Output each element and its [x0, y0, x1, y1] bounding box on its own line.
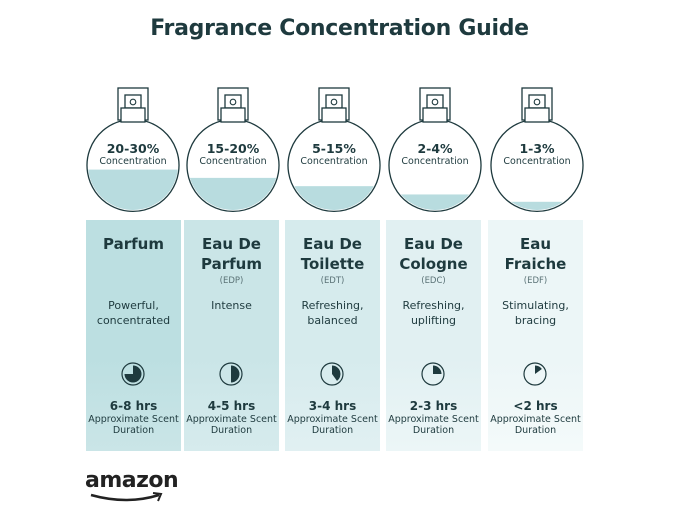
duration-hours: 6-8 hrs [109, 399, 158, 413]
concentration-label: Concentration [503, 156, 571, 167]
bottle-icon [490, 87, 584, 212]
fragrance-name: Eau De Cologne [399, 235, 468, 273]
fragrance-description: Refreshing, balanced [301, 299, 364, 327]
fragrance-abbr: (EDF) [523, 276, 548, 286]
clock-icon [523, 362, 547, 386]
clock-icon [320, 362, 344, 386]
concentration-label: Concentration [300, 156, 368, 167]
bottle-icon [287, 87, 381, 212]
clock-icon [421, 362, 445, 386]
fragrance-column: Parfum Powerful, concentrated 6-8 hrs Ap… [86, 220, 181, 451]
fragrance-description: Refreshing, uplifting [402, 299, 465, 327]
duration-label: Approximate Scent Duration [287, 414, 378, 436]
fragrance-column: Eau De Cologne (EDC) Refreshing, uplifti… [386, 220, 481, 451]
fragrance-column: Eau De Parfum (EDP) Intense 4-5 hrs Appr… [184, 220, 279, 451]
amazon-logo: amazon [85, 468, 179, 502]
fragrance-description: Powerful, concentrated [96, 299, 171, 327]
bottle: 2-4% Concentration [385, 84, 485, 216]
bottle-icon [388, 87, 482, 212]
liquid-level [289, 186, 379, 210]
bottle: 1-3% Concentration [487, 84, 587, 216]
concentration-percent: 15-20% [206, 141, 260, 156]
concentration-percent: 1-3% [519, 141, 555, 156]
page-title: Fragrance Concentration Guide [150, 16, 529, 41]
duration-hours: 2-3 hrs [409, 399, 458, 413]
duration-label: Approximate Scent Duration [490, 414, 581, 436]
duration-label: Approximate Scent Duration [388, 414, 479, 436]
duration-label: Approximate Scent Duration [88, 414, 179, 436]
fragrance-description: Intense [211, 299, 252, 312]
concentration-label: Concentration [401, 156, 469, 167]
bottle: 5-15% Concentration [284, 84, 384, 216]
liquid-level [492, 201, 582, 210]
bottle: 20-30% Concentration [83, 84, 183, 216]
clock-icon [219, 362, 243, 386]
concentration-percent: 2-4% [417, 141, 453, 156]
fragrance-description: Stimulating, bracing [502, 299, 569, 327]
bottle: 15-20% Concentration [183, 84, 283, 216]
fragrance-column: Eau De Toilette (EDT) Refreshing, balanc… [285, 220, 380, 451]
concentration-percent: 5-15% [312, 141, 356, 156]
duration-hours: 4-5 hrs [207, 399, 256, 413]
concentration-label: Concentration [99, 156, 167, 167]
fragrance-name: Eau Fraiche [504, 235, 567, 273]
fragrance-name: Parfum [103, 235, 164, 253]
clock-icon [121, 362, 145, 386]
concentration-label: Concentration [199, 156, 267, 167]
duration-hours: <2 hrs [513, 399, 558, 413]
logo-text: amazon [85, 468, 179, 493]
bottle-icon [186, 87, 280, 212]
fragrance-abbr: (EDT) [320, 276, 345, 286]
fragrance-abbr: (EDP) [219, 276, 244, 286]
smile-arrow-icon [90, 492, 163, 502]
fragrance-column: Eau Fraiche (EDF) Stimulating, bracing <… [488, 220, 583, 451]
bottle-icon [86, 87, 180, 212]
concentration-percent: 20-30% [106, 141, 160, 156]
fragrance-name: Eau De Parfum [201, 235, 262, 273]
duration-hours: 3-4 hrs [308, 399, 357, 413]
fragrance-name: Eau De Toilette [300, 235, 365, 273]
fragrance-abbr: (EDC) [421, 276, 446, 286]
liquid-level [88, 169, 178, 210]
duration-label: Approximate Scent Duration [186, 414, 277, 436]
